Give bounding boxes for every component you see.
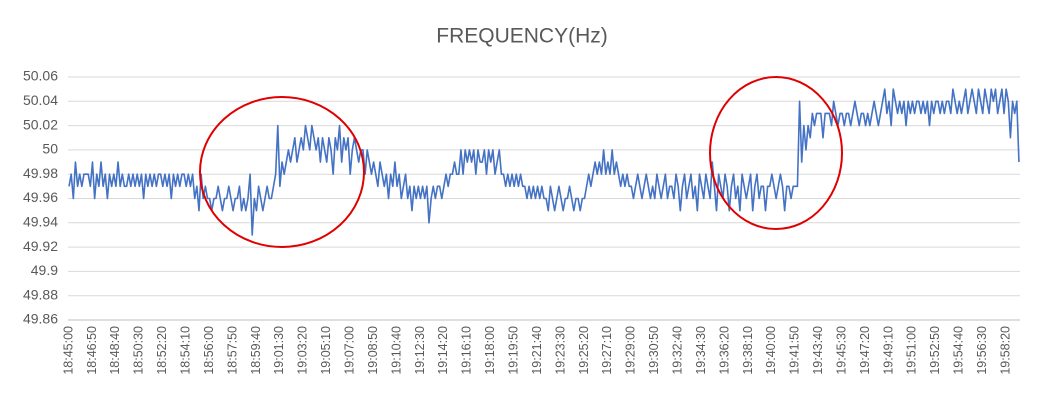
x-tick-label: 19:16:10 — [460, 326, 474, 375]
x-tick-label: 19:05:10 — [319, 326, 333, 375]
x-tick-label: 19:58:20 — [998, 326, 1012, 375]
grid: 49.86 49.88 49.9 49.92 49.94 49.96 49.98 50 50.0… — [23, 68, 1020, 327]
y-tick-label: 49.86 — [23, 311, 58, 327]
x-tick-label: 18:52:20 — [155, 326, 169, 375]
x-tick-label: 19:32:40 — [670, 326, 684, 375]
x-tick-label: 18:59:40 — [249, 326, 263, 375]
x-tick-label: 18:57:50 — [225, 326, 239, 375]
x-tick-label: 18:45:00 — [61, 326, 75, 375]
y-tick-label: 50.02 — [23, 116, 58, 132]
x-tick-label: 19:56:30 — [975, 326, 989, 375]
x-tick-label: 19:49:10 — [881, 326, 895, 375]
y-tick-label: 50.06 — [23, 68, 58, 84]
x-tick-label: 19:23:30 — [553, 326, 567, 375]
x-tick-label: 18:48:40 — [108, 326, 122, 375]
x-tick-label: 19:51:00 — [905, 326, 919, 375]
x-axis-labels: 18:45:00 18:46:50 18:48:40 18:50:30 18:52:20… — [61, 326, 1012, 375]
x-tick-label: 19:18:00 — [483, 326, 497, 375]
x-tick-label: 19:45:30 — [834, 326, 848, 375]
x-tick-label: 19:43:40 — [811, 326, 825, 375]
x-tick-label: 19:03:20 — [296, 326, 310, 375]
highlight-circle — [199, 96, 365, 248]
x-tick-label: 19:10:40 — [389, 326, 403, 375]
x-tick-label: 19:08:50 — [366, 326, 380, 375]
x-tick-label: 19:52:50 — [928, 326, 942, 375]
x-tick-label: 19:54:40 — [952, 326, 966, 375]
data-line — [68, 88, 1020, 236]
x-tick-label: 18:46:50 — [85, 326, 99, 375]
x-tick-label: 19:21:40 — [530, 326, 544, 375]
x-tick-label: 19:12:30 — [413, 326, 427, 375]
x-tick-label: 19:19:50 — [506, 326, 520, 375]
x-tick-label: 19:14:20 — [436, 326, 450, 375]
y-tick-label: 49.94 — [23, 214, 58, 230]
highlight-circle — [709, 76, 843, 230]
x-tick-label: 19:29:00 — [624, 326, 638, 375]
x-tick-label: 19:01:30 — [272, 326, 286, 375]
y-tick-label: 49.96 — [23, 189, 58, 205]
x-tick-label: 19:47:20 — [858, 326, 872, 375]
x-tick-label: 19:30:50 — [647, 326, 661, 375]
y-tick-label: 50.04 — [23, 92, 58, 108]
x-tick-label: 19:40:00 — [764, 326, 778, 375]
y-tick-label: 49.9 — [31, 262, 58, 278]
x-tick-label: 18:50:30 — [132, 326, 146, 375]
x-tick-label: 19:38:10 — [741, 326, 755, 375]
x-tick-label: 19:36:20 — [717, 326, 731, 375]
x-tick-label: 19:27:10 — [600, 326, 614, 375]
chart-title: FREQUENCY(Hz) — [436, 25, 608, 48]
x-tick-label: 19:41:50 — [788, 326, 802, 375]
y-tick-label: 49.98 — [23, 165, 58, 181]
y-tick-label: 49.88 — [23, 286, 58, 302]
x-tick-label: 18:54:10 — [178, 326, 192, 375]
x-tick-label: 19:25:20 — [577, 326, 591, 375]
plot-area — [68, 88, 1020, 236]
y-tick-label: 50 — [42, 141, 58, 157]
x-tick-label: 19:34:30 — [694, 326, 708, 375]
x-tick-label: 18:56:00 — [202, 326, 216, 375]
y-tick-label: 49.92 — [23, 238, 58, 254]
x-tick-label: 19:07:00 — [342, 326, 356, 375]
